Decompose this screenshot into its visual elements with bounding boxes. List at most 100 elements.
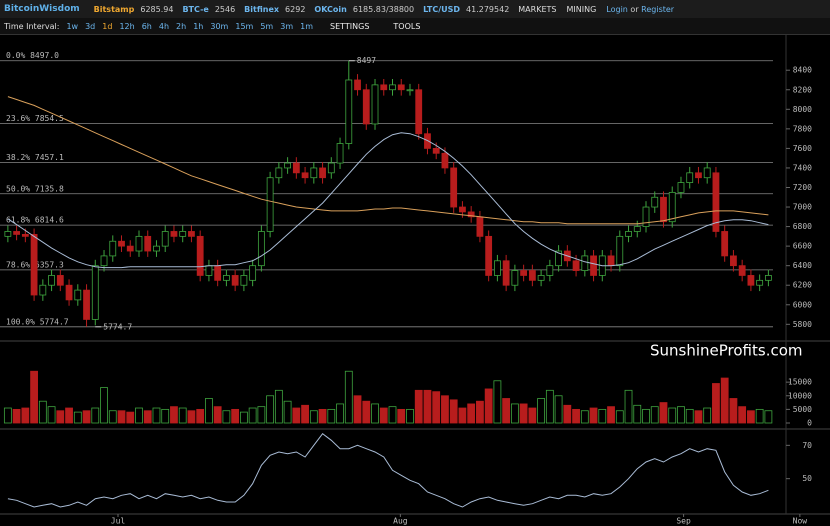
volume-bar bbox=[135, 407, 143, 424]
candle bbox=[712, 172, 720, 232]
fib-label: 100.0% 5774.7 bbox=[6, 317, 69, 326]
volume-bar bbox=[720, 377, 729, 424]
candle bbox=[109, 240, 117, 257]
volume-bar bbox=[318, 408, 327, 424]
volume-bar bbox=[38, 400, 47, 424]
volume-bar bbox=[362, 400, 371, 424]
y-tick-label: 7800 bbox=[793, 124, 812, 133]
interval[interactable]: 1h bbox=[193, 21, 204, 31]
y-tick-label: 6600 bbox=[793, 242, 812, 251]
candle bbox=[371, 84, 379, 125]
candle bbox=[493, 260, 501, 276]
volume-bar bbox=[476, 400, 484, 424]
ticker[interactable]: LTC/USD 41.279542 bbox=[423, 5, 509, 14]
candle bbox=[467, 211, 475, 218]
interval[interactable]: 4h bbox=[158, 21, 170, 31]
candle bbox=[161, 231, 169, 247]
volume-bar bbox=[65, 407, 73, 424]
y-tick-label: 6800 bbox=[793, 222, 812, 231]
interval[interactable]: 1m bbox=[300, 21, 314, 31]
tools[interactable]: TOOLS bbox=[393, 21, 421, 31]
interval[interactable]: 1w bbox=[66, 21, 79, 31]
candle bbox=[677, 182, 685, 193]
candle bbox=[249, 265, 257, 281]
interval[interactable]: 3m bbox=[280, 21, 294, 31]
volume-bar bbox=[694, 410, 703, 424]
volume-bar bbox=[510, 403, 519, 424]
interval[interactable]: 3d bbox=[85, 21, 96, 31]
volume-bar bbox=[545, 389, 554, 424]
menu[interactable]: MINING bbox=[566, 4, 597, 14]
candle bbox=[660, 196, 667, 223]
fib-label: 0.0% 8497.0 bbox=[6, 51, 59, 60]
candle bbox=[528, 270, 536, 281]
candle bbox=[380, 84, 388, 91]
candle bbox=[406, 89, 414, 92]
candle bbox=[520, 270, 528, 276]
volume-bar bbox=[47, 406, 56, 424]
candle bbox=[30, 234, 38, 296]
interval[interactable]: 15m bbox=[235, 21, 254, 31]
volume-bar bbox=[755, 408, 764, 424]
volume-bar bbox=[519, 403, 528, 424]
candle bbox=[555, 250, 562, 267]
volume-bar bbox=[572, 408, 580, 424]
volume-bar bbox=[580, 410, 589, 424]
settings[interactable]: SETTINGS bbox=[330, 21, 370, 31]
toolbar: Time Interval: 1w 3d 1d 12h 6h 4h 2h 1h 30m 15m 5m… bbox=[0, 18, 830, 35]
candle bbox=[65, 284, 73, 301]
candle bbox=[633, 226, 641, 232]
interval[interactable]: 30m bbox=[210, 21, 229, 31]
candle bbox=[756, 279, 764, 286]
volume-bar bbox=[537, 398, 546, 424]
candle bbox=[764, 275, 772, 281]
or: or bbox=[630, 4, 639, 14]
interval[interactable]: 6h bbox=[141, 21, 152, 31]
volume-bar bbox=[161, 408, 170, 424]
volume-bar bbox=[292, 407, 301, 424]
volume-bar bbox=[117, 410, 126, 424]
volume-bar bbox=[467, 403, 476, 424]
interval[interactable]: 5m bbox=[260, 21, 274, 31]
volume-bar bbox=[449, 399, 458, 424]
volume-bar bbox=[301, 404, 309, 424]
volume-bar bbox=[3, 407, 12, 424]
volume-bar bbox=[441, 395, 449, 424]
candle bbox=[651, 196, 659, 208]
volume-bar bbox=[257, 406, 266, 424]
volume-bar bbox=[274, 389, 283, 424]
candle bbox=[231, 275, 239, 286]
menu[interactable]: MARKETS bbox=[518, 4, 557, 14]
volume-bar bbox=[152, 407, 161, 424]
volume-bar bbox=[143, 410, 152, 424]
candle bbox=[21, 234, 29, 237]
y-tick-label: 7000 bbox=[793, 203, 812, 212]
ticker-name: OKCoin bbox=[314, 4, 347, 14]
ticker[interactable]: Bitstamp 6285.94 bbox=[94, 5, 174, 14]
volume-bar bbox=[388, 406, 397, 424]
candle bbox=[13, 231, 21, 235]
brand[interactable]: BitcoinWisdom bbox=[4, 4, 80, 14]
interval[interactable]: 1d bbox=[102, 21, 113, 31]
ticker[interactable]: Bitfinex 6292 bbox=[244, 5, 305, 14]
x-tick-label: Aug bbox=[393, 517, 408, 526]
y-tick-label: 7200 bbox=[793, 183, 812, 192]
register[interactable]: Register bbox=[641, 4, 675, 14]
candle bbox=[537, 275, 545, 281]
volume-bar bbox=[712, 383, 720, 424]
volume-bar bbox=[414, 389, 423, 424]
ticker[interactable]: BTC-e 2546 bbox=[182, 5, 235, 14]
interval[interactable]: 2h bbox=[176, 21, 187, 31]
volume-bar bbox=[738, 406, 747, 424]
y-tick-label: 7400 bbox=[793, 163, 812, 172]
ticker-price: 6285.94 bbox=[140, 4, 174, 14]
volume-bar bbox=[327, 408, 336, 424]
y-tick-label: 6400 bbox=[793, 261, 812, 270]
header: BitcoinWisdom Bitstamp 6285.94 BTC-e 2546 Bi… bbox=[0, 0, 830, 18]
candle bbox=[319, 167, 326, 179]
candle bbox=[292, 162, 300, 174]
ticker[interactable]: OKCoin 6185.83/38800 bbox=[314, 5, 414, 14]
volume-bar bbox=[283, 400, 292, 424]
login[interactable]: Login bbox=[606, 4, 628, 14]
interval[interactable]: 12h bbox=[119, 21, 135, 31]
